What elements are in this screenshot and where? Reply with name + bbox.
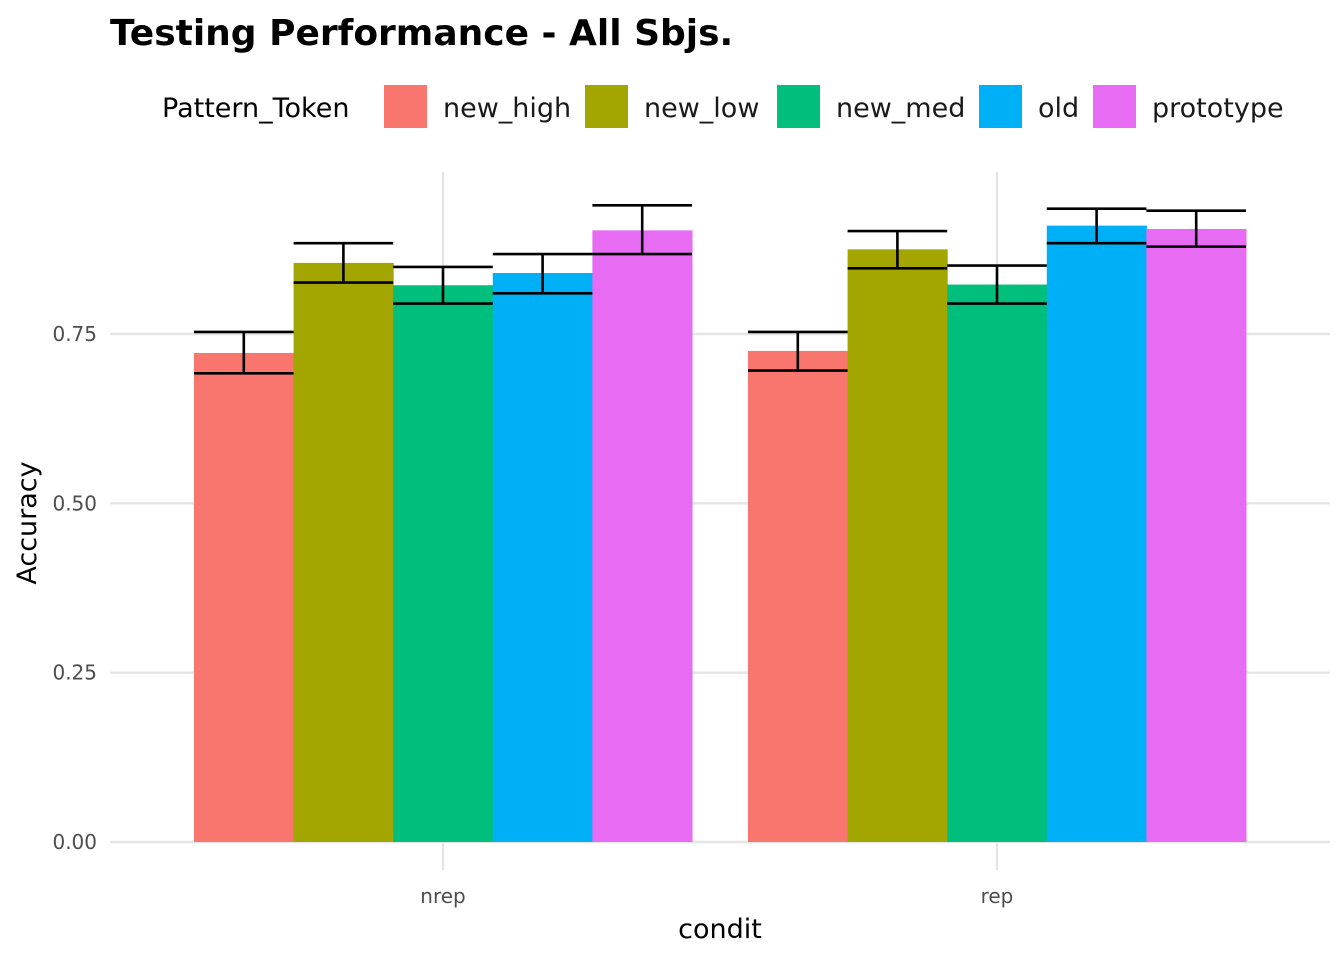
- bars: [194, 225, 1247, 843]
- legend-label-old: old: [1038, 93, 1079, 124]
- y-axis: 0.00 0.25 0.50 0.75: [52, 322, 97, 854]
- bar-new_low-nrep: [293, 262, 394, 842]
- legend-label-new_low: new_low: [644, 93, 759, 124]
- y-tick-label: 0.75: [52, 322, 97, 346]
- error-bar-new_high-rep: [748, 330, 848, 372]
- bar-new_low-rep: [847, 249, 948, 843]
- bar-old-rep: [1046, 225, 1147, 843]
- bar-prototype-rep: [1146, 229, 1247, 843]
- error-bar-prototype-rep: [1146, 209, 1246, 248]
- x-tick-label: rep: [981, 884, 1014, 908]
- error-bar-new_high-nrep: [194, 330, 294, 375]
- bar-new_high-nrep: [194, 352, 295, 842]
- error-bar-new_med-rep: [947, 264, 1047, 305]
- error-bar-old-nrep: [492, 252, 593, 295]
- plot-area: [110, 172, 1330, 870]
- legend-title: Pattern_Token: [162, 93, 349, 124]
- legend-swatch-old: [979, 85, 1022, 128]
- legend-label-new_med: new_med: [836, 93, 965, 124]
- x-axis-title: condit: [678, 914, 762, 945]
- bar-new_med-rep: [947, 284, 1048, 842]
- y-tick-label: 0.50: [52, 491, 97, 515]
- error-bar-new_low-rep: [847, 229, 948, 270]
- bar-old-nrep: [492, 273, 593, 842]
- legend-label-new_high: new_high: [443, 93, 571, 124]
- legend: Pattern_Token new_high new_low new_med old p…: [162, 85, 1284, 128]
- y-tick-label: 0.25: [52, 661, 97, 685]
- error-bar-new_low-nrep: [293, 241, 394, 284]
- legend-swatch-prototype: [1093, 85, 1136, 128]
- x-tick-label: nrep: [420, 884, 465, 908]
- bar-new_med-nrep: [393, 285, 494, 842]
- y-axis-title: Accuracy: [12, 461, 43, 584]
- legend-swatch-new_low: [585, 85, 628, 128]
- x-axis: nrep rep: [420, 884, 1013, 908]
- error-bars: [194, 204, 1246, 375]
- error-bar-old-rep: [1046, 207, 1147, 245]
- legend-label-prototype: prototype: [1152, 93, 1284, 124]
- bar-prototype-nrep: [592, 230, 693, 843]
- error-bar-new_med-nrep: [393, 265, 493, 305]
- legend-swatch-new_med: [777, 85, 820, 128]
- error-bar-prototype-nrep: [592, 204, 692, 256]
- y-tick-label: 0.00: [52, 830, 97, 854]
- legend-swatch-new_high: [384, 85, 427, 128]
- bar-new_high-rep: [748, 350, 849, 842]
- chart-title: Testing Performance - All Sbjs.: [110, 13, 733, 54]
